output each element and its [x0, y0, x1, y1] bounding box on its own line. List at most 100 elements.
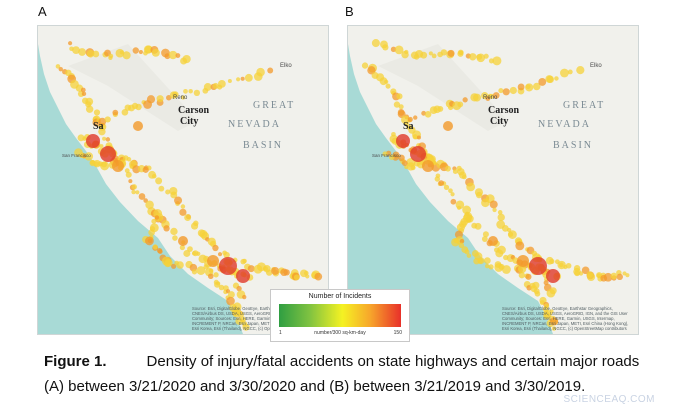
density-dot	[396, 93, 403, 100]
density-dot	[546, 75, 554, 84]
density-dot	[603, 272, 613, 282]
density-dot	[538, 78, 547, 86]
caption-line-2: (A) between 3/21/2020 and 3/30/2020 and …	[44, 378, 586, 395]
city-label-city: City	[490, 116, 508, 127]
density-dot	[156, 95, 164, 103]
density-dot	[443, 184, 450, 191]
density-hotspot	[410, 146, 426, 162]
map-panel-b[interactable]: GREAT NEVADA BASIN Reno Carson City Elko…	[347, 25, 639, 335]
density-hotspot	[219, 257, 237, 275]
density-dot	[497, 210, 503, 215]
density-dot	[89, 160, 96, 167]
city-label-city: City	[180, 116, 198, 127]
city-label-carson: Carson	[178, 105, 210, 116]
city-label-reno: Reno	[483, 95, 498, 101]
density-dot	[466, 253, 472, 258]
density-dot	[203, 83, 212, 91]
density-dot	[184, 214, 192, 222]
density-dot	[125, 171, 132, 178]
density-dot	[476, 53, 486, 63]
density-dot	[203, 264, 209, 270]
density-dot	[174, 196, 183, 205]
density-dot	[170, 227, 178, 236]
density-dot	[481, 236, 488, 242]
density-dot	[448, 188, 453, 194]
density-dot	[492, 56, 502, 66]
density-dot	[142, 166, 149, 173]
density-dot	[244, 73, 253, 82]
density-dot	[554, 76, 559, 81]
density-dot	[80, 87, 86, 93]
map-panel-a[interactable]: GREAT NEVADA BASIN Reno Carson City Elko…	[37, 25, 329, 335]
density-dot	[388, 154, 395, 160]
density-dot	[431, 53, 437, 59]
caption-text-1: Density of injury/fatal accidents on sta…	[146, 353, 640, 370]
density-dot	[84, 152, 94, 161]
density-dot	[135, 190, 140, 195]
density-dot	[81, 91, 87, 97]
density-dot	[131, 102, 139, 110]
density-hotspot	[236, 269, 250, 283]
density-dot	[508, 230, 517, 239]
density-dot	[183, 88, 188, 94]
density-dot	[560, 68, 569, 78]
density-dot	[450, 192, 455, 197]
density-dot	[456, 205, 462, 210]
density-dot	[559, 262, 564, 268]
density-dot	[240, 76, 245, 81]
density-dot	[459, 239, 465, 244]
density-dot	[176, 261, 184, 269]
density-dot	[170, 191, 178, 199]
density-dot	[525, 273, 532, 280]
density-dot	[168, 50, 178, 60]
density-dot	[180, 95, 186, 100]
density-dot	[461, 174, 467, 180]
density-dot	[146, 95, 156, 104]
city-label-elko: Elko	[590, 63, 602, 69]
density-dot	[151, 218, 157, 224]
density-dot	[565, 262, 572, 269]
density-hotspot	[488, 236, 498, 246]
land	[348, 26, 638, 334]
density-dot	[172, 91, 179, 98]
density-dot	[99, 144, 104, 149]
density-hotspot	[207, 255, 219, 267]
density-dot	[466, 182, 476, 192]
density-dot	[236, 285, 242, 292]
density-dot	[576, 65, 585, 75]
density-dot	[394, 45, 404, 55]
density-dot	[212, 82, 219, 90]
watermark: SCIENCEAQ.COM	[563, 394, 655, 405]
density-dot	[207, 273, 214, 280]
map-svg-b: GREAT NEVADA BASIN Reno Carson City Elko…	[348, 26, 638, 334]
map-attribution-a: Source: Esri, DigitalGlobe, GeoEye, Eart…	[192, 306, 319, 331]
density-dot	[518, 272, 526, 279]
density-dot	[122, 51, 131, 60]
density-dot	[179, 208, 187, 216]
density-dot	[217, 252, 223, 257]
density-dot	[459, 50, 464, 55]
density-dot	[498, 88, 504, 94]
density-dot	[393, 101, 401, 108]
city-label-sa: Sa	[93, 121, 104, 132]
density-dot	[485, 96, 491, 101]
legend-color-ramp	[279, 304, 401, 327]
density-dot	[438, 180, 445, 187]
density-dot	[163, 225, 170, 232]
density-dot	[543, 309, 552, 319]
density-dot	[196, 251, 201, 256]
density-dot	[262, 266, 268, 272]
density-dot	[131, 184, 137, 190]
accident-density-layer	[55, 41, 323, 331]
density-dot	[236, 77, 241, 82]
density-dot	[227, 78, 232, 83]
density-hotspot	[100, 146, 116, 162]
density-hotspot	[529, 257, 547, 275]
density-dot	[78, 48, 86, 56]
density-dot	[199, 229, 208, 239]
density-dot	[72, 46, 80, 55]
panel-label-a: A	[38, 4, 47, 19]
density-dot	[217, 79, 226, 88]
density-dot	[126, 157, 132, 162]
density-dot	[515, 241, 525, 251]
